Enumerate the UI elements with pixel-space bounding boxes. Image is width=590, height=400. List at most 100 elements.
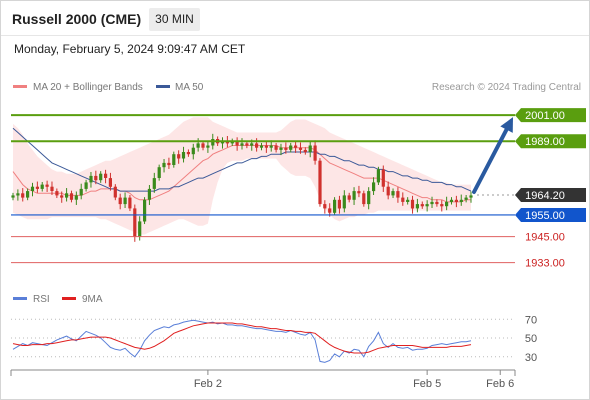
level-label: 1933.00 [525, 258, 565, 270]
candle-body [294, 145, 298, 148]
candle [352, 187, 356, 205]
candle [469, 191, 473, 203]
candle [206, 141, 210, 153]
bollinger-band [13, 117, 471, 235]
candle [186, 149, 190, 157]
rsi-ma-line [12, 322, 472, 354]
candle [440, 200, 444, 212]
candle [449, 197, 454, 205]
candle-body [376, 169, 380, 183]
level-tag [515, 187, 586, 202]
candle-body [347, 195, 351, 200]
candle-body [264, 145, 268, 148]
price-level-resistance: 1989.00 [11, 134, 586, 149]
rsi-tick-label: 50 [525, 333, 537, 345]
candle [60, 191, 64, 203]
candle-body [274, 145, 278, 150]
candle [454, 195, 458, 208]
candle [259, 142, 264, 151]
candle [367, 187, 371, 210]
candle-body [147, 188, 151, 200]
candle [35, 181, 39, 193]
timeframe-button[interactable]: 30 MIN [149, 8, 200, 31]
candle [445, 196, 449, 211]
candle [40, 181, 44, 192]
candle [342, 190, 346, 213]
candle-body [113, 186, 117, 198]
candle [191, 143, 195, 160]
candle [420, 201, 424, 209]
candle [406, 197, 410, 205]
candle [323, 200, 327, 214]
candle-body [206, 145, 210, 148]
candle-body [469, 195, 473, 198]
candle [410, 195, 415, 214]
candle [143, 197, 147, 225]
candle-body [138, 221, 142, 237]
candle [16, 189, 20, 201]
candle-body [35, 186, 39, 189]
candle-body [445, 201, 449, 207]
candle-body [181, 152, 186, 159]
candle-body [211, 139, 215, 146]
candle-body [323, 204, 327, 209]
candle-body [372, 182, 376, 192]
candle [26, 188, 30, 201]
candle [269, 140, 273, 152]
candle-body [250, 143, 254, 146]
candle [50, 181, 54, 195]
candle [459, 194, 463, 206]
candle [123, 192, 127, 208]
rsi-plot: 70 50 30 [11, 314, 537, 364]
candle [220, 137, 225, 149]
candle [391, 188, 395, 199]
candle [162, 158, 166, 173]
x-tick-label: Feb 2 [194, 378, 222, 390]
research-credit: Research © 2024 Trading Central [432, 82, 581, 93]
candle [104, 169, 108, 184]
candle-body [425, 204, 429, 207]
candle [147, 185, 151, 205]
candle [94, 170, 98, 185]
candle [118, 193, 122, 210]
candle-body [65, 193, 69, 198]
candle [396, 187, 400, 203]
candle-body [74, 195, 78, 200]
candle-body [391, 191, 395, 196]
instrument-title: Russell 2000 (CME) [12, 11, 142, 27]
candle-body [342, 195, 346, 209]
candle-body [255, 143, 259, 148]
candle-body [123, 197, 127, 205]
candle [425, 200, 429, 212]
legend-swatch-9ma [62, 297, 76, 300]
candle [264, 141, 268, 153]
candle-body [435, 201, 439, 205]
candle-body [259, 145, 264, 148]
candle [181, 146, 186, 163]
x-axis: Feb 2 Feb 5 Feb 6 [194, 370, 514, 390]
forecast-arrow [472, 117, 513, 194]
candle-body [454, 199, 458, 202]
candle [415, 198, 419, 213]
candle [55, 188, 59, 199]
forecast-arrow-head [500, 117, 513, 133]
candle-body [60, 195, 64, 198]
legend-swatch-rsi [13, 297, 27, 300]
candle [235, 137, 239, 151]
candle [274, 142, 278, 153]
candle-body [201, 143, 205, 148]
candle-body [235, 141, 239, 146]
x-tick-label: Feb 6 [486, 378, 514, 390]
ma50-line [12, 127, 472, 192]
candle-body [118, 197, 122, 205]
candle [99, 171, 103, 183]
candle-body [464, 197, 468, 200]
candle-body [16, 193, 20, 196]
candle-body [230, 141, 234, 144]
candle [79, 183, 83, 200]
price-levels: 2001.00 1989.00 1964.20 1955.00 1945.00 1933.… [11, 108, 586, 270]
candle-body [298, 147, 303, 150]
candle [113, 184, 117, 201]
price-plot [11, 117, 473, 242]
candle [372, 177, 376, 195]
